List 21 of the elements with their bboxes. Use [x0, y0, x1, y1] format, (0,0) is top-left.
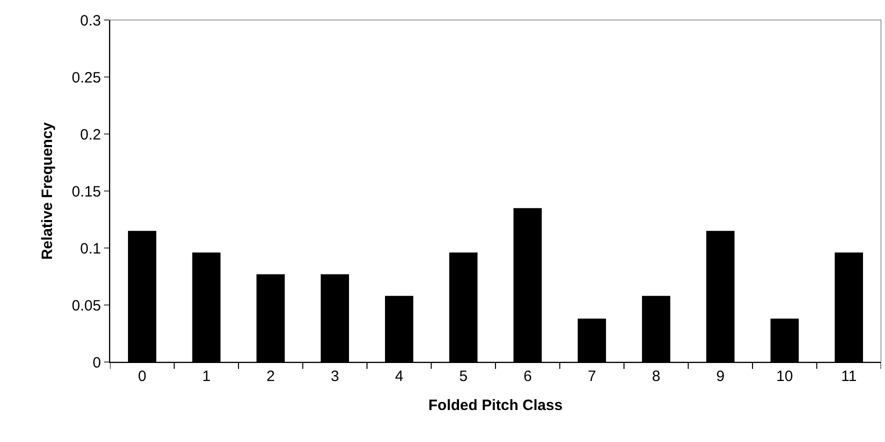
- x-tick-label: 2: [266, 368, 275, 385]
- x-tick-label: 9: [716, 368, 725, 385]
- y-tick-label: 0: [92, 354, 101, 372]
- y-tick-label: 0.15: [72, 183, 101, 200]
- x-tick-label: 8: [652, 368, 660, 385]
- x-tick-label: 1: [202, 368, 211, 385]
- y-tick-label: 0.3: [80, 12, 101, 30]
- x-tick-label: 11: [841, 368, 857, 385]
- x-axis-title: Folded Pitch Class: [428, 397, 563, 414]
- y-axis-title: Relative Frequency: [39, 122, 56, 260]
- x-tick-label: 5: [459, 368, 468, 385]
- y-tick-label: 0.1: [80, 240, 101, 258]
- x-tick-label: 6: [523, 368, 532, 385]
- x-tick-label: 4: [394, 368, 404, 385]
- y-tick-label: 0.05: [72, 297, 101, 314]
- y-tick-label: 0.2: [80, 126, 101, 144]
- x-tick-label: 3: [330, 368, 340, 385]
- y-tick-label: 0.25: [72, 69, 101, 86]
- x-tick-label: 0: [138, 368, 146, 385]
- x-tick-label: 10: [776, 368, 793, 385]
- x-tick-label: 7: [588, 368, 596, 385]
